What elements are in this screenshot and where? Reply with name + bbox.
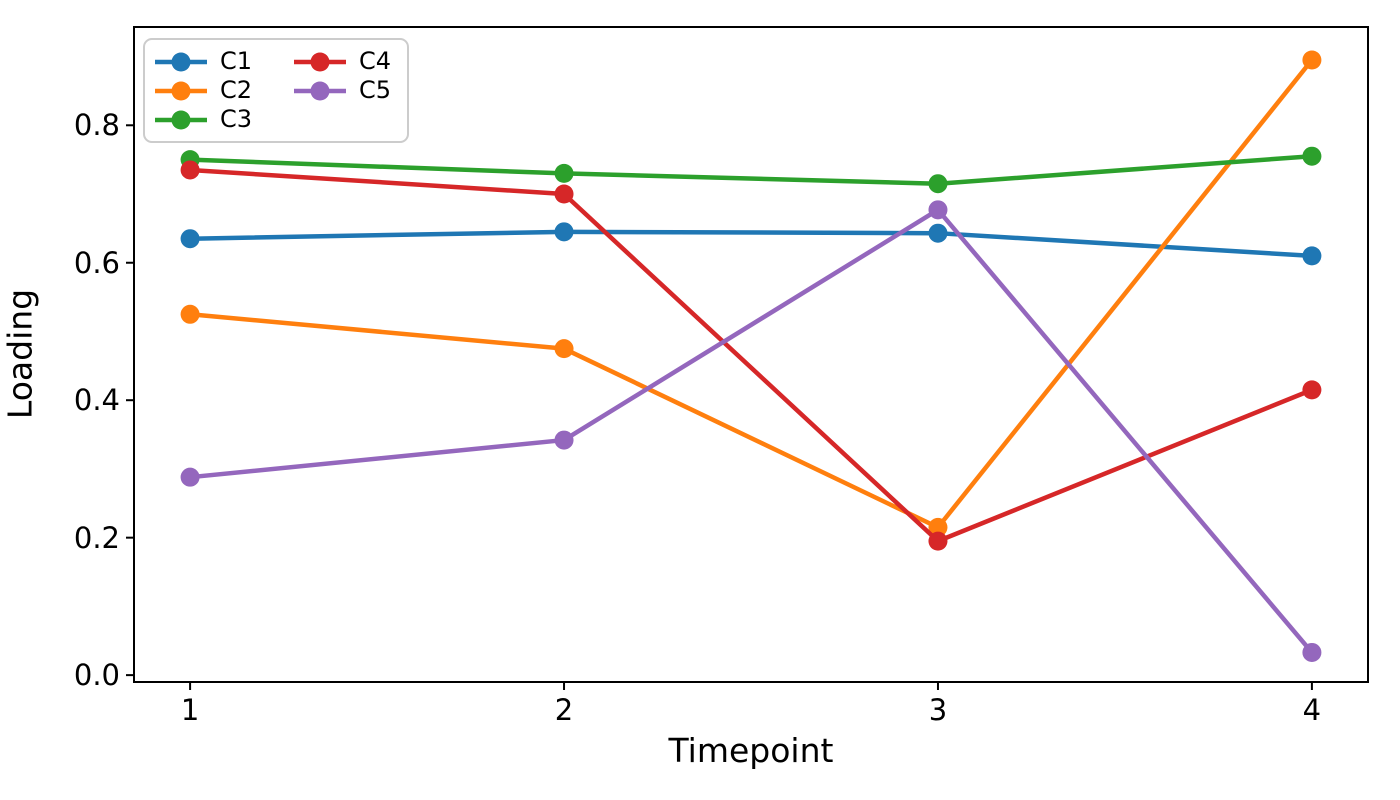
series-marker-C5 bbox=[180, 467, 200, 487]
legend-marker-dot bbox=[171, 110, 191, 129]
legend-marker-dot bbox=[171, 52, 191, 71]
series-marker-C2 bbox=[928, 517, 948, 537]
legend-label: C4 bbox=[359, 47, 392, 75]
series-marker-C5 bbox=[1302, 642, 1322, 662]
legend-marker-dot bbox=[171, 81, 191, 100]
legend-label: C1 bbox=[220, 47, 253, 75]
series-line-C3 bbox=[187, 153, 1315, 186]
series-marker-C4 bbox=[1302, 380, 1322, 400]
legend: C1 C2 C3 C4 C5 bbox=[143, 38, 410, 143]
series-marker-C3 bbox=[554, 163, 574, 183]
legend-label: C2 bbox=[220, 76, 253, 104]
legend-marker-C5 bbox=[294, 81, 347, 100]
legend-marker-C2 bbox=[155, 81, 207, 100]
series-marker-C1 bbox=[928, 223, 948, 243]
series-marker-C2 bbox=[554, 339, 574, 359]
series-marker-C4 bbox=[180, 160, 200, 180]
legend-entry-C3: C3 bbox=[155, 105, 252, 134]
series-line-C5 bbox=[187, 207, 1315, 655]
x-tick-label: 2 bbox=[554, 693, 574, 727]
x-tick-label: 3 bbox=[928, 693, 948, 727]
series-line-C4 bbox=[187, 167, 1315, 544]
legend-label: C5 bbox=[359, 76, 392, 104]
series-marker-C3 bbox=[928, 174, 948, 194]
legend-entry-C5: C5 bbox=[294, 76, 391, 105]
y-tick-label: 0.8 bbox=[73, 108, 120, 143]
series-marker-C1 bbox=[180, 229, 200, 249]
legend-entry-C2: C2 bbox=[155, 76, 252, 105]
series-marker-C2 bbox=[180, 304, 200, 324]
axes-spines bbox=[133, 26, 1369, 683]
y-tick-label: 0.4 bbox=[73, 383, 120, 418]
series-marker-C5 bbox=[928, 200, 948, 220]
legend-marker-C1 bbox=[155, 52, 207, 71]
legend-label: C3 bbox=[220, 105, 253, 133]
y-tick-label: 0.2 bbox=[73, 520, 120, 555]
series-marker-C4 bbox=[554, 184, 574, 204]
y-tick-label: 0.0 bbox=[73, 658, 120, 693]
x-axis-label: Timepoint bbox=[668, 731, 834, 770]
legend-entry-C1: C1 bbox=[155, 47, 252, 76]
series-marker-C2 bbox=[1302, 50, 1322, 70]
series-marker-C3 bbox=[1302, 146, 1322, 166]
series-marker-C4 bbox=[928, 531, 948, 551]
legend-marker-C3 bbox=[155, 110, 207, 129]
y-axis-label: Loading bbox=[0, 288, 40, 420]
series-marker-C1 bbox=[1302, 246, 1322, 266]
legend-marker-dot bbox=[310, 52, 330, 71]
series-marker-C1 bbox=[554, 222, 574, 242]
x-tick-label: 4 bbox=[1302, 693, 1322, 727]
legend-marker-dot bbox=[310, 81, 330, 100]
x-tick-label: 1 bbox=[180, 693, 200, 727]
y-tick-label: 0.6 bbox=[73, 245, 120, 280]
series-line-C1 bbox=[187, 229, 1315, 259]
series-marker-C5 bbox=[554, 430, 574, 450]
legend-marker-C4 bbox=[294, 52, 347, 71]
legend-entry-C4: C4 bbox=[294, 47, 391, 76]
series-line-C2 bbox=[187, 57, 1315, 530]
